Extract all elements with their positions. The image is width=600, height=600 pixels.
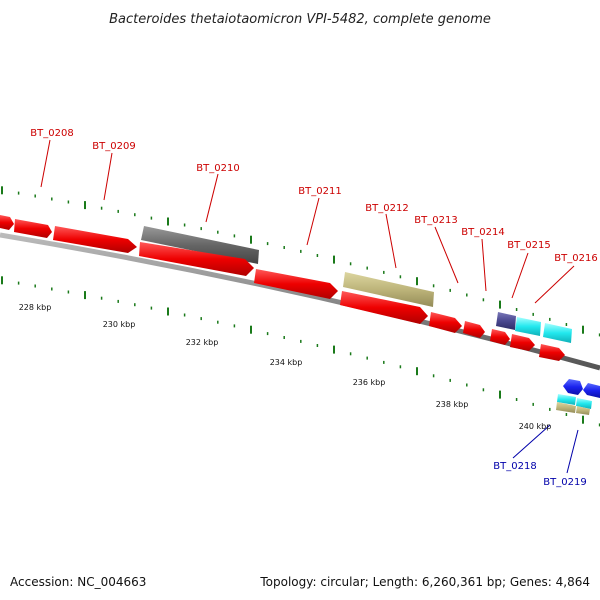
gene-feature[interactable] (576, 398, 592, 409)
leader-lines (40, 139, 579, 474)
scale-label: 240 kbp (519, 422, 552, 431)
gene-feature[interactable] (429, 312, 462, 333)
scale-label: 238 kbp (436, 400, 469, 409)
gene-feature[interactable] (576, 406, 590, 415)
gene-feature[interactable] (340, 291, 428, 324)
gene-label[interactable]: BT_0215 (507, 240, 550, 251)
genome-backbone (0, 232, 600, 371)
gene-feature[interactable] (343, 272, 434, 307)
gene-feature[interactable] (141, 226, 259, 264)
gene-feature[interactable] (139, 242, 254, 276)
gene-label[interactable]: BT_0219 (543, 477, 586, 488)
page-title: Bacteroides thetaiotaomicron VPI-5482, c… (109, 12, 491, 27)
gene-label[interactable]: BT_0213 (414, 215, 457, 226)
scale-label: 234 kbp (270, 358, 303, 367)
gene-feature[interactable] (539, 344, 565, 361)
gene-feature[interactable] (14, 219, 52, 238)
gene-feature[interactable] (496, 312, 516, 330)
gene-feature[interactable] (563, 379, 583, 395)
scale-labels: 228 kbp 230 kbp 232 kbp 234 kbp 236 kbp … (19, 303, 552, 431)
gene-feature[interactable] (463, 321, 485, 338)
scale-label: 230 kbp (103, 320, 136, 329)
gene-feature[interactable] (556, 402, 576, 413)
gene-features (0, 215, 600, 415)
gene-label[interactable]: BT_0209 (92, 141, 135, 152)
gene-label[interactable]: BT_0216 (554, 253, 597, 264)
scale-label: 236 kbp (353, 378, 386, 387)
gene-label[interactable]: BT_0212 (365, 203, 408, 214)
gene-label[interactable]: BT_0208 (30, 128, 73, 139)
accession-text: Accession: NC_004663 (10, 575, 146, 589)
gene-feature[interactable] (543, 323, 572, 343)
gene-label[interactable]: BT_0211 (298, 186, 341, 197)
gene-feature[interactable] (557, 394, 576, 405)
gene-feature[interactable] (490, 329, 510, 345)
gene-feature[interactable] (510, 334, 535, 351)
ticks-layer (1, 186, 600, 427)
gene-label[interactable]: BT_0214 (461, 227, 504, 238)
gene-feature[interactable] (583, 383, 600, 398)
gene-label[interactable]: BT_0218 (493, 461, 536, 472)
scale-label: 228 kbp (19, 303, 52, 312)
gene-feature[interactable] (515, 317, 541, 336)
gene-feature[interactable] (53, 226, 137, 253)
gene-labels: BT_0208 BT_0209 BT_0210 BT_0211 BT_0212 … (30, 128, 597, 488)
topology-text: Topology: circular; Length: 6,260,361 bp… (259, 575, 590, 589)
scale-label: 232 kbp (186, 338, 219, 347)
gene-feature[interactable] (0, 215, 14, 230)
gene-feature[interactable] (254, 269, 338, 299)
gene-label[interactable]: BT_0210 (196, 163, 239, 174)
